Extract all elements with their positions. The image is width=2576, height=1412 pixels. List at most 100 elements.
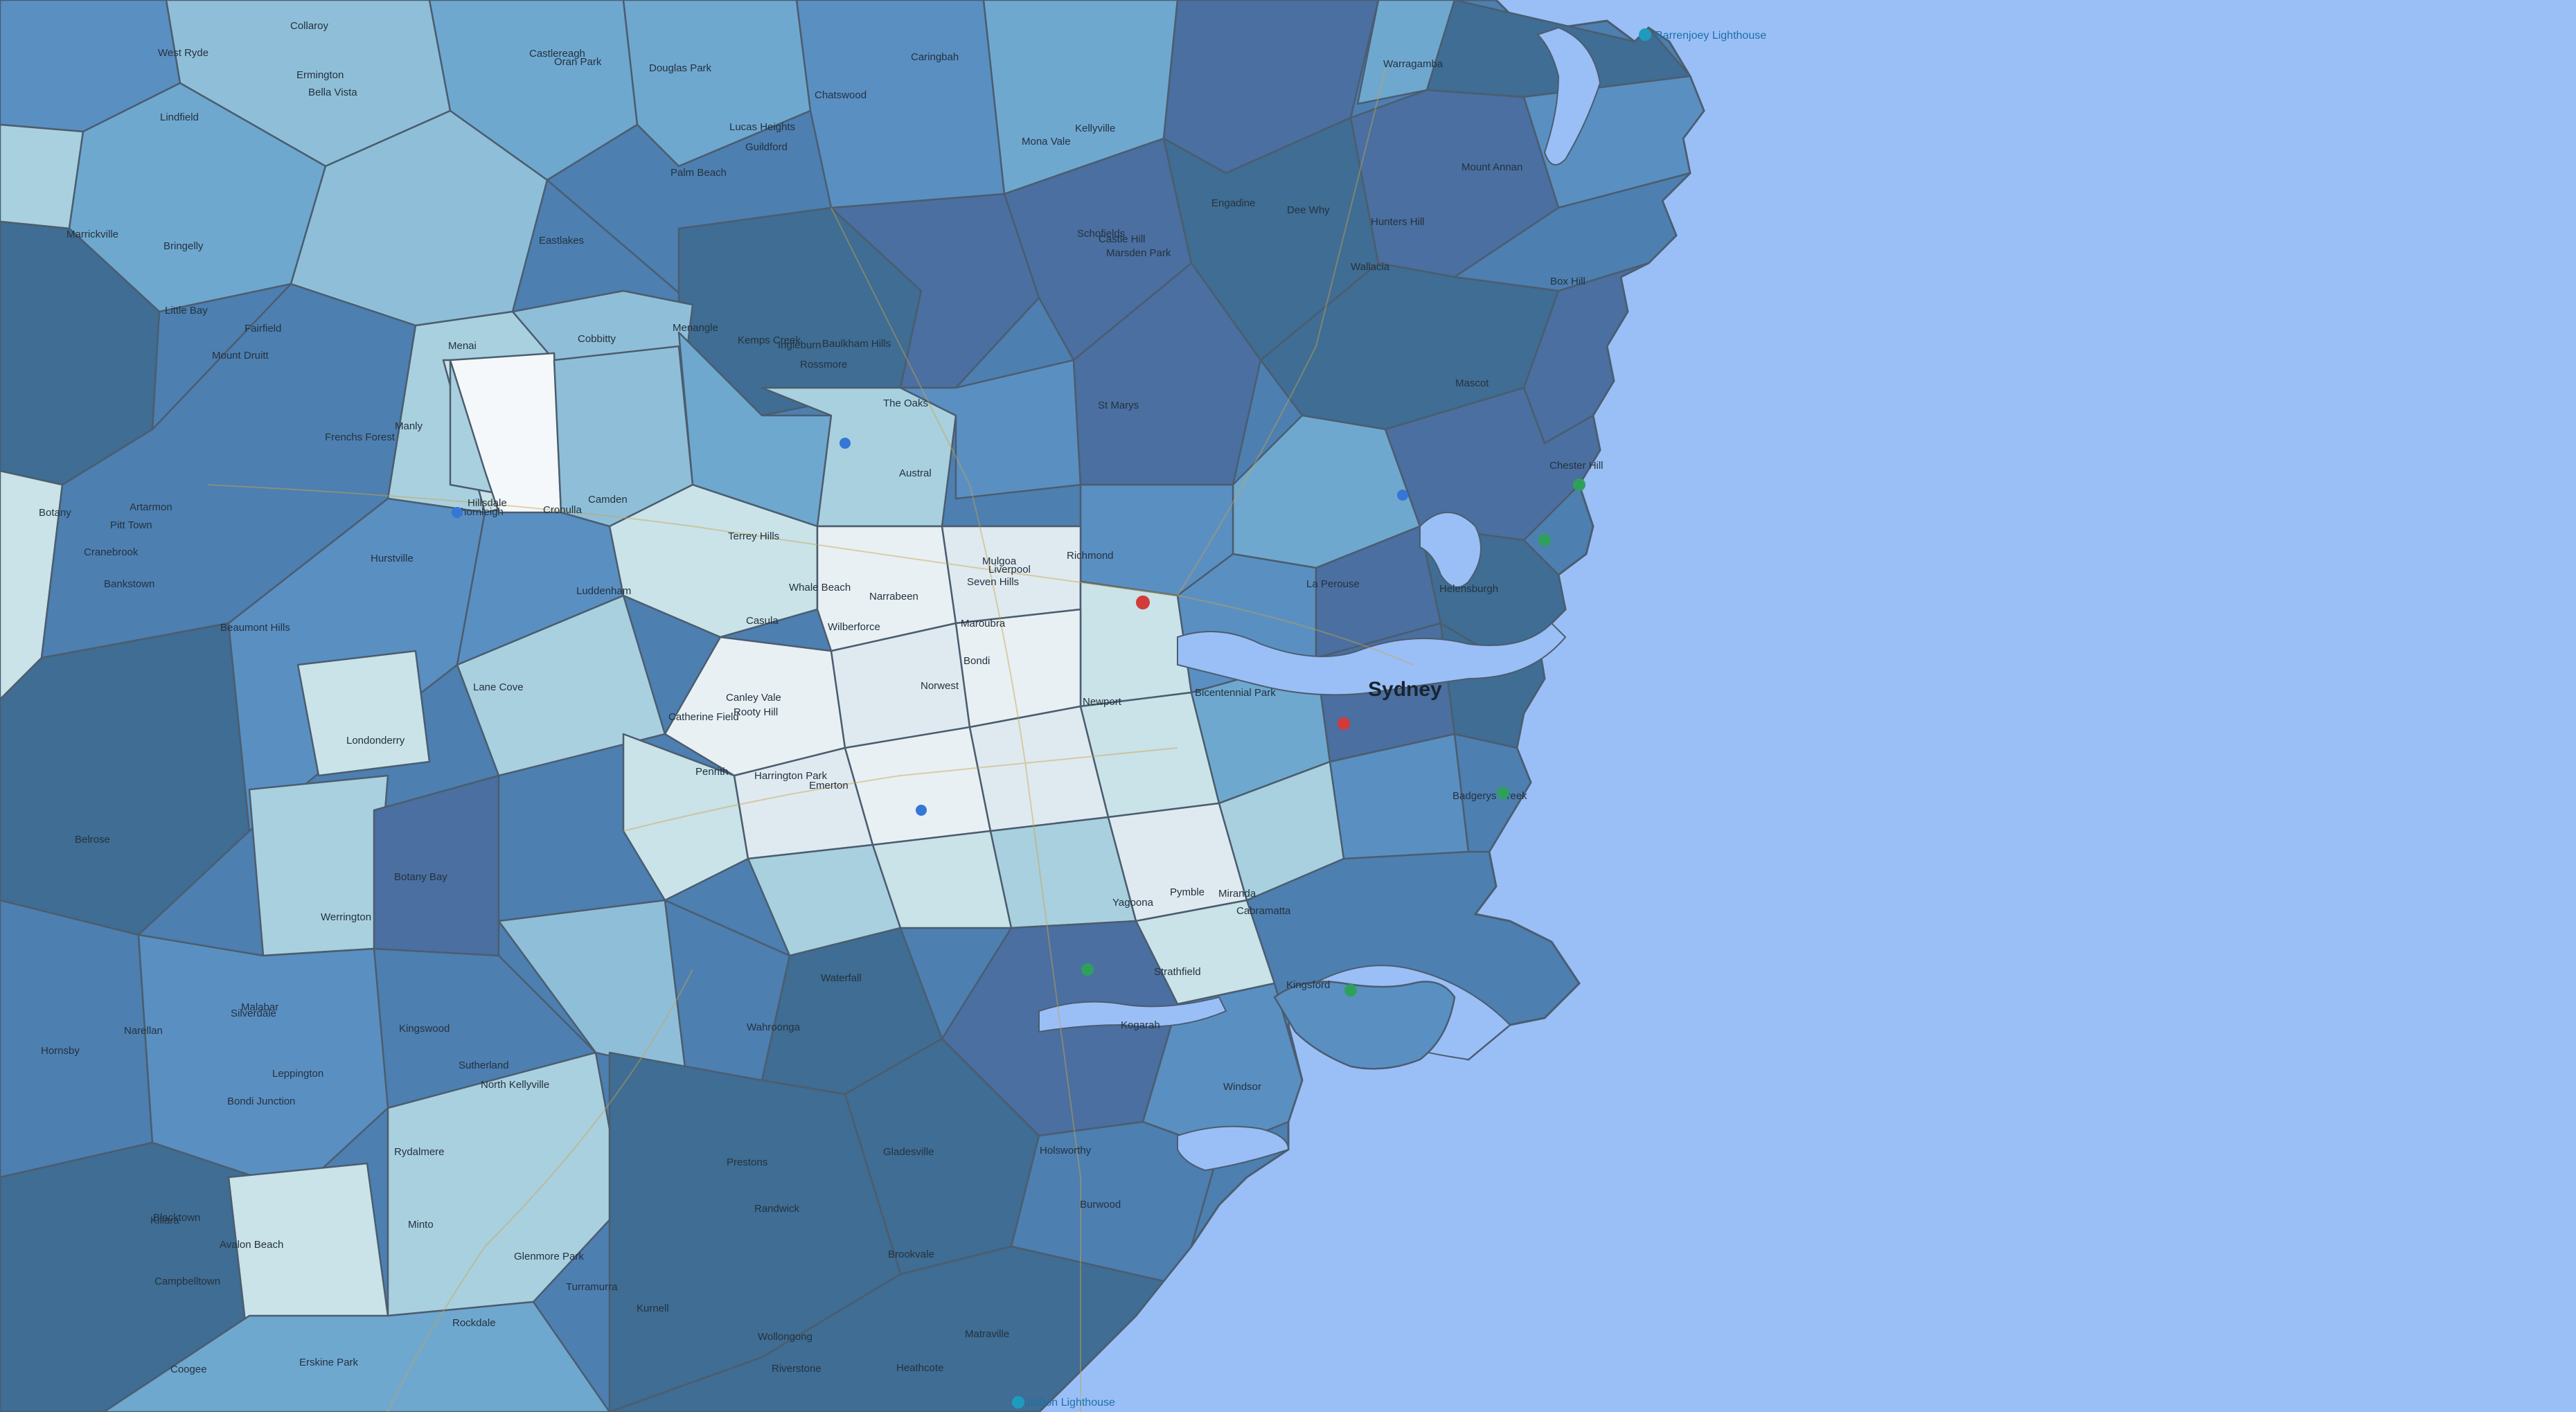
- place-label[interactable]: Heathcote: [896, 1362, 943, 1374]
- place-label[interactable]: Strathfield: [1154, 966, 1201, 978]
- district[interactable]: [608, 1245, 1165, 1412]
- place-label[interactable]: Bankstown: [104, 578, 154, 590]
- place-label[interactable]: Matraville: [965, 1328, 1009, 1340]
- place-label[interactable]: Kurnell: [637, 1303, 669, 1314]
- place-label[interactable]: Liverpool: [988, 564, 1031, 575]
- place-label[interactable]: Mulgoa: [982, 555, 1017, 567]
- place-label[interactable]: La Perouse: [1306, 578, 1360, 590]
- place-label[interactable]: Kellyville: [1075, 123, 1115, 134]
- district[interactable]: [1453, 733, 1532, 853]
- district[interactable]: [844, 726, 992, 846]
- place-label[interactable]: Helensburgh: [1439, 583, 1498, 595]
- place-label[interactable]: Penrith: [695, 766, 729, 778]
- place-label[interactable]: Kingswood: [399, 1023, 450, 1035]
- place-label[interactable]: Silverdale: [231, 1008, 276, 1019]
- place-label[interactable]: Bondi Junction: [227, 1096, 295, 1107]
- place-label[interactable]: Frenchs Forest: [325, 431, 396, 443]
- place-label[interactable]: Dee Why: [1287, 204, 1330, 216]
- place-label[interactable]: Emerton: [809, 780, 849, 792]
- shopping-icon[interactable]: [1397, 490, 1408, 501]
- place-label[interactable]: Turramurra: [566, 1281, 618, 1293]
- hospital-icon[interactable]: [1136, 596, 1150, 609]
- place-label[interactable]: Cabramatta: [1236, 905, 1291, 917]
- place-label[interactable]: Rossmore: [800, 359, 847, 370]
- place-label[interactable]: Minto: [408, 1219, 434, 1231]
- place-label[interactable]: Castlereagh: [529, 48, 585, 60]
- place-label[interactable]: Kogarah: [1121, 1019, 1160, 1031]
- place-label[interactable]: Werrington: [321, 911, 371, 923]
- place-label[interactable]: Baulkham Hills: [822, 338, 891, 350]
- place-label[interactable]: Guildford: [745, 141, 788, 153]
- district[interactable]: [387, 1051, 625, 1317]
- place-label[interactable]: Caringbah: [911, 51, 959, 63]
- place-label[interactable]: Little Bay: [165, 305, 208, 316]
- place-label[interactable]: Box Hill: [1550, 276, 1585, 287]
- lighthouse-south-label[interactable]: Jibbon Lighthouse: [1025, 1397, 1115, 1409]
- place-label[interactable]: Erskine Park: [299, 1357, 359, 1368]
- place-label[interactable]: North Kellyville: [481, 1079, 549, 1091]
- place-label[interactable]: Artarmon: [130, 501, 172, 513]
- place-label[interactable]: Hurstville: [371, 553, 414, 564]
- place-label[interactable]: Miranda: [1218, 888, 1256, 900]
- park-icon[interactable]: [1573, 479, 1585, 491]
- place-label[interactable]: Brookvale: [888, 1249, 934, 1260]
- place-label[interactable]: Thornleigh: [454, 506, 504, 518]
- district[interactable]: [296, 650, 431, 777]
- place-label[interactable]: Rydalmere: [394, 1146, 445, 1158]
- kurnell-peninsula[interactable]: [1273, 981, 1456, 1070]
- place-label[interactable]: Bicentennial Park: [1195, 687, 1276, 699]
- place-label[interactable]: Campbelltown: [154, 1276, 220, 1287]
- place-label[interactable]: Cobbitty: [578, 333, 616, 345]
- place-label[interactable]: Windsor: [1223, 1081, 1261, 1093]
- place-label[interactable]: Botany: [39, 507, 71, 519]
- place-label[interactable]: Leppington: [272, 1068, 323, 1080]
- place-label[interactable]: Coogee: [170, 1364, 207, 1375]
- place-label[interactable]: Blacktown: [153, 1212, 200, 1224]
- place-label[interactable]: Canley Vale: [726, 692, 781, 704]
- place-label[interactable]: Holsworthy: [1040, 1145, 1092, 1156]
- place-label[interactable]: Narellan: [124, 1025, 163, 1037]
- place-label[interactable]: Schofields: [1077, 228, 1125, 240]
- place-label[interactable]: Mascot: [1455, 377, 1489, 389]
- place-label[interactable]: Yagoona: [1112, 897, 1154, 909]
- place-label[interactable]: Collaroy: [290, 20, 329, 32]
- city-label[interactable]: Sydney: [1368, 678, 1442, 701]
- place-label[interactable]: Douglas Park: [649, 62, 712, 74]
- place-label[interactable]: Burwood: [1080, 1199, 1121, 1210]
- place-label[interactable]: Wallacia: [1351, 261, 1390, 273]
- place-label[interactable]: Botany Bay: [394, 871, 447, 883]
- place-label[interactable]: Castle Hill: [1099, 233, 1146, 245]
- place-label[interactable]: Mount Annan: [1462, 161, 1522, 173]
- place-label[interactable]: Eastlakes: [539, 235, 584, 247]
- district[interactable]: [103, 1301, 611, 1412]
- place-label[interactable]: Luddenham: [576, 585, 631, 597]
- park-icon[interactable]: [1538, 534, 1551, 546]
- place-label[interactable]: Wollongong: [758, 1331, 812, 1343]
- place-label[interactable]: Mount Druitt: [212, 350, 269, 361]
- place-label[interactable]: Warragamba: [1383, 58, 1444, 70]
- lighthouse-north-label[interactable]: Barrenjoey Lighthouse: [1655, 30, 1766, 42]
- place-label[interactable]: Menai: [448, 340, 477, 352]
- place-label[interactable]: Lane Cove: [473, 681, 524, 693]
- shopping-icon[interactable]: [840, 438, 851, 449]
- place-label[interactable]: Austral: [899, 467, 932, 479]
- place-label[interactable]: Whale Beach: [789, 582, 851, 593]
- place-label[interactable]: Waterfall: [821, 972, 862, 984]
- place-label[interactable]: Pymble: [1170, 886, 1205, 898]
- place-label[interactable]: Wahroonga: [747, 1021, 801, 1033]
- place-label[interactable]: Gladesville: [883, 1146, 934, 1158]
- district[interactable]: [0, 899, 154, 1179]
- place-label[interactable]: Narrabeen: [869, 591, 918, 602]
- place-label[interactable]: Richmond: [1067, 550, 1114, 562]
- place-label[interactable]: Mona Vale: [1022, 136, 1071, 148]
- place-label[interactable]: Londonderry: [346, 735, 405, 747]
- place-label[interactable]: Kingsford: [1286, 979, 1330, 991]
- place-label[interactable]: Menangle: [673, 322, 718, 334]
- place-label[interactable]: Maroubra: [961, 618, 1006, 629]
- place-label[interactable]: Ingleburn: [778, 339, 821, 351]
- park-icon[interactable]: [1081, 963, 1094, 976]
- place-label[interactable]: Sutherland: [459, 1060, 509, 1071]
- place-label[interactable]: Malabar: [241, 1001, 278, 1013]
- place-label[interactable]: Killara: [150, 1215, 179, 1226]
- lighthouse-icon[interactable]: [1012, 1396, 1024, 1409]
